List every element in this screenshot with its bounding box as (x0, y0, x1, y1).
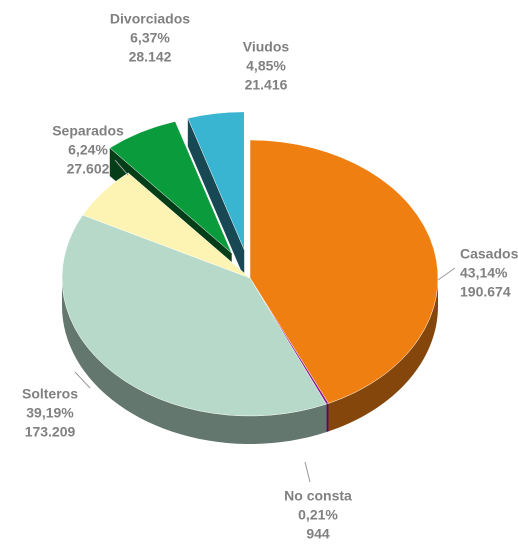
label-percent: 4,85% (246, 58, 286, 74)
leader-line (304, 461, 311, 483)
label-count: 944 (306, 526, 330, 542)
label-count: 173.209 (25, 424, 76, 440)
slice-side (326, 403, 329, 433)
slice (109, 121, 232, 254)
label-percent: 39,19% (26, 405, 74, 421)
label-name: Casados (460, 246, 518, 262)
label-name: Divorciados (110, 11, 190, 27)
label-count: 21.416 (245, 77, 288, 93)
label-percent: 6,24% (68, 142, 108, 158)
label-name: No consta (284, 488, 352, 504)
slice-wall (187, 118, 245, 278)
slice (82, 172, 251, 279)
slice (249, 139, 439, 404)
label-count: 28.142 (129, 49, 172, 65)
slice (187, 111, 245, 250)
label-count: 27.602 (67, 161, 110, 177)
slice (61, 214, 327, 417)
leader-line (437, 267, 456, 281)
label-name: Separados (52, 123, 124, 139)
label-name: Viudos (243, 39, 290, 55)
slice-side (62, 278, 327, 444)
leader-line (114, 159, 129, 176)
label-name: Solteros (22, 386, 78, 402)
label-percent: 6,37% (130, 30, 170, 46)
slice-side (328, 278, 438, 432)
label-percent: 43,14% (460, 265, 508, 281)
label-count: 190.674 (460, 284, 511, 300)
leader-line (74, 371, 91, 389)
label-percent: 0,21% (298, 507, 338, 523)
